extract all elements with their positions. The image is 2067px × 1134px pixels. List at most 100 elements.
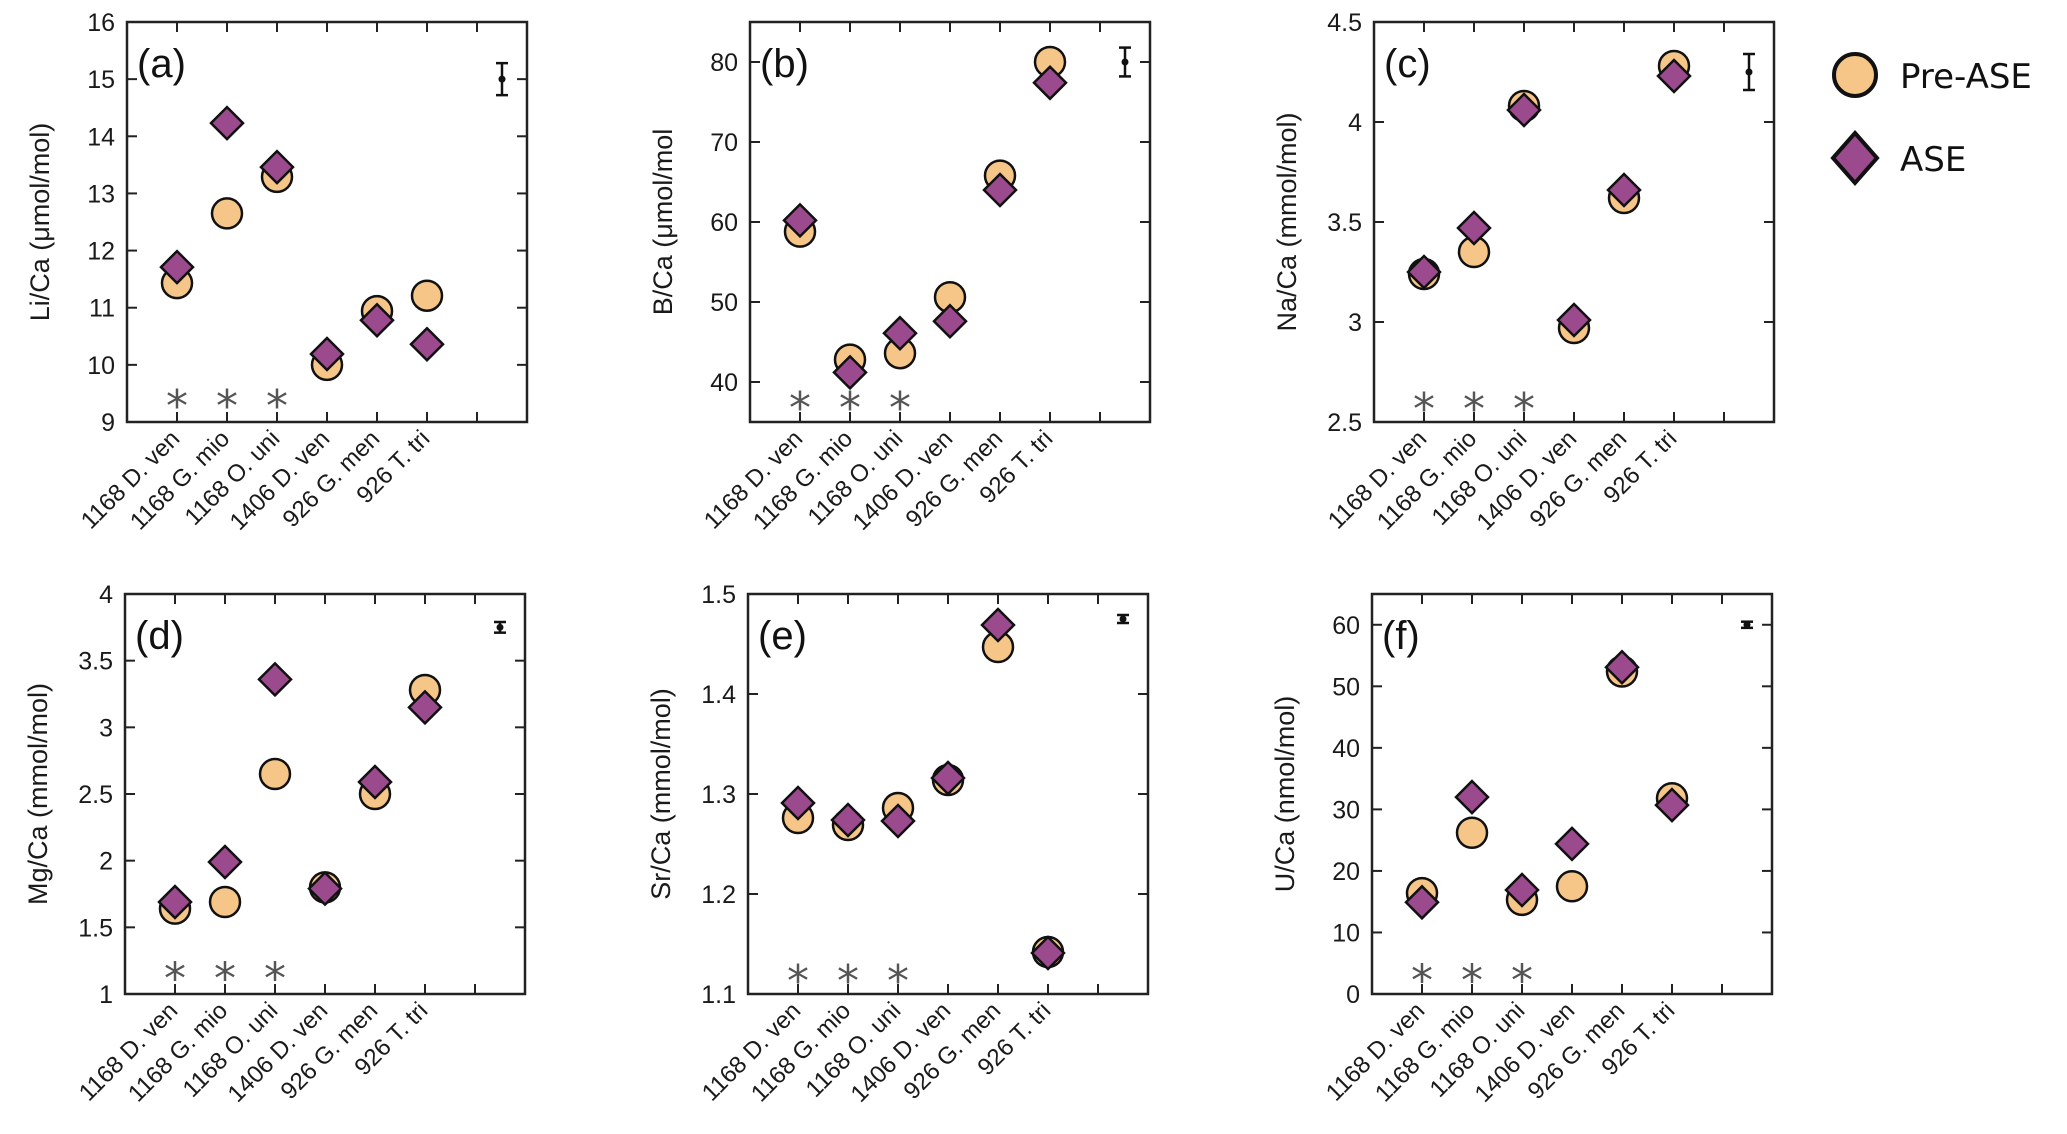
error-bar-center xyxy=(1743,621,1751,629)
data-point-ase xyxy=(1456,210,1492,246)
y-tick-label: 11 xyxy=(89,295,115,323)
panel-label: (b) xyxy=(760,42,809,86)
data-point-ase xyxy=(1606,172,1642,208)
y-tick-label: 9 xyxy=(101,409,115,437)
data-point-ase xyxy=(159,249,195,285)
y-axis-label: Sr/Ca (mmol/mol) xyxy=(646,688,676,900)
data-point-ase xyxy=(157,884,193,920)
y-tick-label: 40 xyxy=(1332,735,1360,763)
error-bar-center xyxy=(1745,68,1753,76)
y-tick-label: 2.5 xyxy=(78,781,113,809)
significance-star: * xyxy=(889,383,911,434)
y-tick-label: 4.5 xyxy=(1327,9,1362,37)
data-point-pre-ase xyxy=(208,885,242,919)
data-point-ase xyxy=(780,785,816,821)
y-tick-label: 4 xyxy=(1348,109,1362,137)
y-tick-label: 10 xyxy=(87,352,115,380)
y-axis-label: Li/Ca (μmol/mol) xyxy=(25,123,55,322)
y-tick-label: 13 xyxy=(87,180,115,208)
y-tick-label: 2 xyxy=(99,848,113,876)
y-tick-label: 60 xyxy=(710,209,738,237)
legend-marker-pre-ase xyxy=(1832,52,1878,98)
y-tick-label: 50 xyxy=(1332,673,1360,701)
y-tick-label: 70 xyxy=(710,129,738,157)
data-point-ase xyxy=(409,326,445,363)
y-tick-label: 0 xyxy=(1346,981,1360,1009)
data-point-pre-ase xyxy=(1455,816,1489,850)
y-axis-label: Na/Ca (mmol/mol) xyxy=(1272,112,1302,331)
data-point-pre-ase xyxy=(1555,870,1589,903)
data-point-ase xyxy=(1654,787,1690,823)
y-tick-label: 3.5 xyxy=(78,648,113,676)
panel-label: (d) xyxy=(135,614,184,658)
significance-star: * xyxy=(1511,956,1533,1007)
significance-star: * xyxy=(264,953,286,1004)
error-bar-center xyxy=(498,75,506,83)
data-point-ase xyxy=(1030,935,1066,971)
plot-frame xyxy=(1370,592,1774,996)
y-tick-label: 1.5 xyxy=(701,581,736,609)
y-tick-label: 1 xyxy=(99,981,113,1009)
legend-marker-ase xyxy=(1830,129,1880,187)
data-point-ase xyxy=(1406,254,1442,290)
data-point-ase xyxy=(1554,826,1590,862)
data-point-ase xyxy=(932,303,968,339)
legend: Pre-ASE ASE xyxy=(1830,52,2032,187)
y-tick-label: 12 xyxy=(87,238,115,266)
data-point-ase xyxy=(1504,872,1540,908)
significance-star: * xyxy=(1411,956,1433,1007)
significance-star: * xyxy=(1513,384,1535,435)
y-tick-label: 30 xyxy=(1332,796,1360,824)
y-tick-label: 3.5 xyxy=(1327,209,1362,237)
data-point-ase xyxy=(882,315,918,351)
significance-star: * xyxy=(1461,956,1483,1007)
y-tick-label: 16 xyxy=(87,9,115,37)
error-bar-center xyxy=(1121,58,1129,66)
data-point-ase xyxy=(830,802,866,838)
data-point-ase xyxy=(257,661,293,698)
data-point-ase xyxy=(1604,649,1640,685)
y-tick-label: 3 xyxy=(99,714,113,742)
error-bar-center xyxy=(1119,615,1127,623)
significance-star: * xyxy=(164,953,186,1004)
data-point-ase xyxy=(209,105,245,141)
y-tick-label: 3 xyxy=(1348,309,1362,337)
data-point-ase xyxy=(1506,92,1542,128)
y-tick-label: 4 xyxy=(99,581,113,609)
y-tick-label: 1.4 xyxy=(701,681,736,709)
data-point-ase xyxy=(982,172,1018,208)
significance-star: * xyxy=(216,381,238,432)
significance-star: * xyxy=(787,956,809,1007)
data-point-ase xyxy=(880,803,916,839)
data-point-ase xyxy=(832,354,868,391)
significance-star: * xyxy=(1413,384,1435,435)
data-point-pre-ase xyxy=(258,757,292,791)
panel-label: (a) xyxy=(137,42,186,86)
data-point-ase xyxy=(309,336,345,372)
legend-label-pre-ase: Pre-ASE xyxy=(1900,57,2032,97)
data-point-ase xyxy=(307,870,343,907)
data-point-ase xyxy=(359,302,395,339)
significance-star: * xyxy=(839,383,861,434)
significance-star: * xyxy=(266,381,288,432)
data-point-ase xyxy=(980,607,1016,643)
data-point-ase xyxy=(407,689,443,726)
significance-star: * xyxy=(837,956,859,1007)
panel-label: (c) xyxy=(1384,42,1431,86)
data-point-ase xyxy=(1556,302,1592,338)
data-point-ase xyxy=(1656,58,1692,94)
data-point-ase xyxy=(930,760,966,796)
y-tick-label: 15 xyxy=(87,66,115,94)
significance-star: * xyxy=(1463,384,1485,435)
y-tick-label: 1.5 xyxy=(78,914,113,942)
plot-frame xyxy=(1372,20,1776,424)
panel-label: (f) xyxy=(1382,614,1420,658)
y-tick-label: 1.2 xyxy=(701,881,736,909)
y-axis-label: B/Ca (μmol/mol xyxy=(648,129,678,316)
